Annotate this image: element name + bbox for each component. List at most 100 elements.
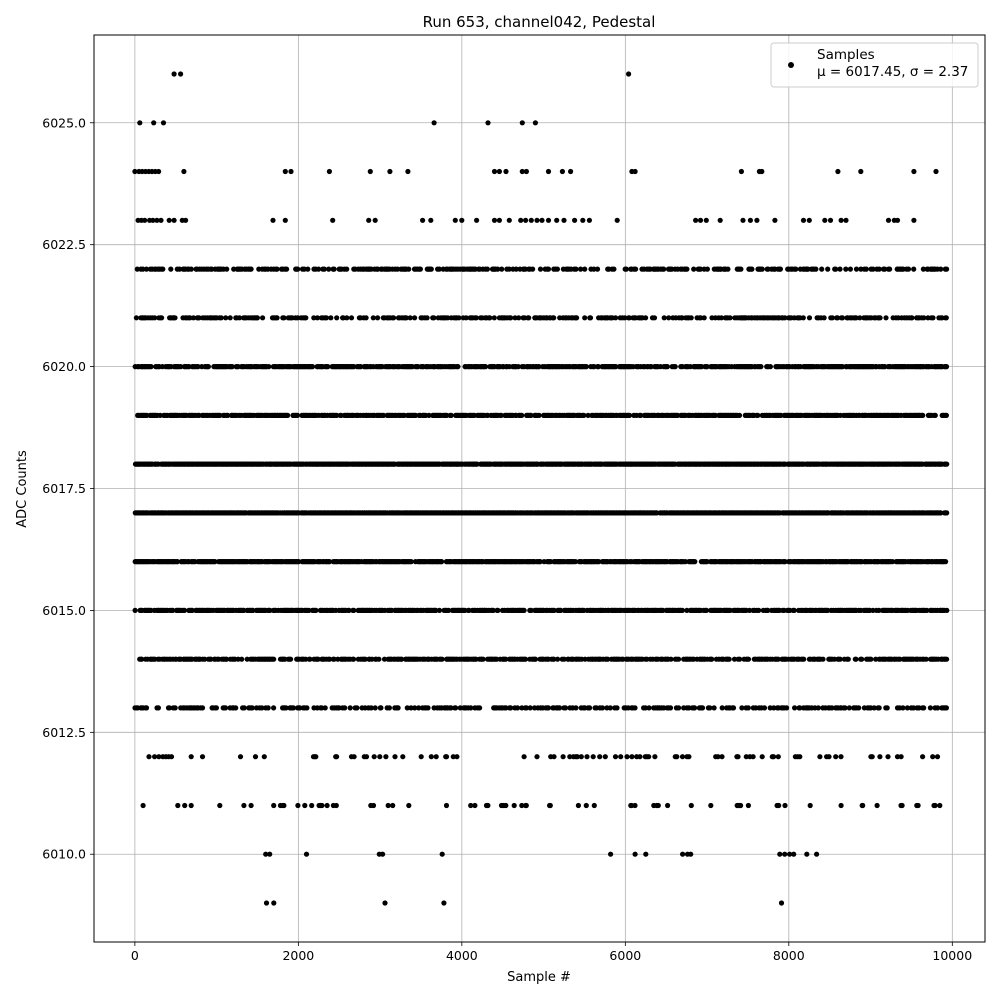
data-point [370, 802, 377, 809]
data-point [626, 315, 632, 321]
data-point [160, 266, 166, 272]
data-point [613, 364, 619, 370]
data-point [392, 754, 398, 760]
data-point [584, 754, 590, 760]
data-point [574, 754, 580, 760]
data-point [408, 559, 414, 565]
data-point [351, 607, 357, 614]
data-point [545, 705, 552, 711]
data-point [587, 705, 593, 711]
data-point [217, 412, 223, 418]
data-point [412, 705, 418, 711]
data-point [446, 607, 452, 614]
data-point [558, 607, 564, 614]
data-point [551, 315, 557, 321]
data-point [944, 656, 950, 662]
data-point [503, 802, 509, 809]
data-point [536, 364, 542, 370]
data-point [562, 705, 569, 711]
data-point [403, 315, 409, 321]
data-point [935, 705, 941, 711]
data-point [871, 705, 877, 711]
data-point [436, 607, 443, 614]
data-point [846, 705, 852, 711]
data-point [638, 412, 644, 418]
data-point [761, 705, 768, 711]
data-point [637, 754, 643, 760]
data-point [642, 705, 649, 711]
data-point [889, 559, 896, 565]
data-point [519, 802, 525, 809]
data-point [385, 802, 391, 809]
data-point [711, 705, 717, 711]
data-point [395, 705, 401, 711]
data-point [474, 461, 480, 467]
data-point [473, 315, 479, 321]
data-point [920, 266, 927, 272]
data-point [938, 266, 944, 272]
data-point [771, 754, 777, 760]
data-point [885, 754, 891, 760]
data-point [324, 802, 330, 809]
data-point [248, 266, 254, 272]
data-point [313, 607, 319, 614]
data-point [758, 364, 764, 370]
data-point [425, 705, 431, 711]
data-point [508, 705, 514, 711]
data-point [490, 607, 496, 614]
data-point [370, 315, 376, 321]
data-point [943, 364, 950, 370]
data-point [859, 656, 865, 662]
data-point [412, 315, 418, 321]
data-point [281, 315, 287, 321]
data-point [806, 315, 813, 321]
data-point [443, 754, 450, 760]
data-point [815, 705, 821, 711]
data-point [551, 754, 557, 760]
data-point [707, 705, 713, 711]
data-point [686, 754, 692, 760]
data-point [688, 315, 694, 321]
data-point [224, 266, 230, 272]
data-point [877, 315, 883, 321]
data-point [233, 705, 239, 711]
data-point [304, 705, 310, 711]
data-point [887, 266, 893, 272]
data-point [134, 266, 140, 272]
data-point [884, 705, 890, 711]
data-point [172, 705, 178, 711]
data-point [777, 266, 784, 272]
data-point [363, 754, 370, 760]
data-point [511, 802, 517, 809]
data-point [623, 266, 629, 272]
data-point [607, 705, 613, 711]
data-point [248, 802, 254, 809]
data-point [426, 412, 432, 418]
data-point [727, 315, 733, 321]
data-point [605, 656, 611, 662]
data-point [271, 656, 277, 662]
data-point [456, 315, 462, 321]
data-point [274, 315, 280, 321]
data-point [503, 656, 509, 662]
data-point [782, 315, 788, 321]
data-point [468, 705, 474, 711]
data-point [745, 656, 752, 662]
data-point [833, 754, 839, 760]
data-point [626, 412, 633, 418]
data-point [522, 656, 529, 662]
data-point [274, 266, 280, 272]
data-point [155, 705, 161, 711]
data-point [508, 315, 514, 321]
data-point [436, 266, 442, 272]
data-point [756, 607, 762, 614]
data-point [882, 266, 888, 272]
data-point [265, 705, 271, 711]
data-point [195, 364, 201, 370]
data-point [739, 705, 745, 711]
data-point [260, 315, 266, 321]
data-point [495, 266, 501, 272]
data-point [921, 315, 927, 321]
data-point [845, 656, 851, 662]
